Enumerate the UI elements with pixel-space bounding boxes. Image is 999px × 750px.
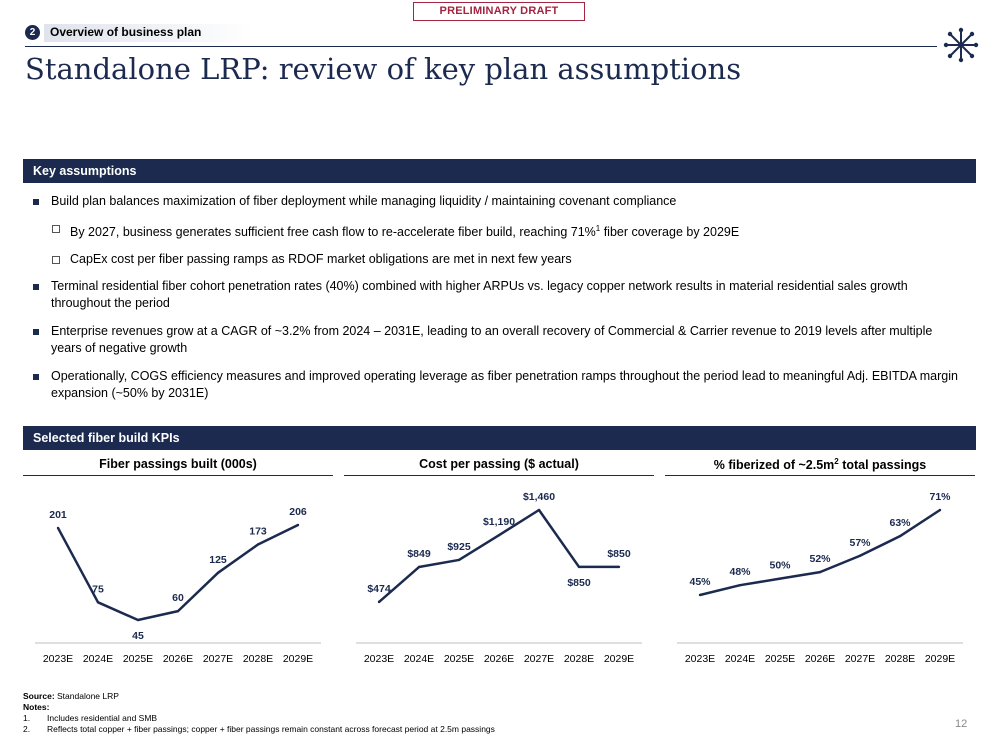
x-tick-label: 2023E (43, 653, 73, 665)
data-label: 45% (689, 576, 711, 588)
chart-1-title-rule (23, 475, 333, 476)
data-point (457, 558, 461, 562)
data-point (537, 508, 541, 512)
x-tick-label: 2025E (765, 653, 795, 665)
data-label: $1,460 (523, 491, 555, 503)
key-assumptions-list: Build plan balances maximization of fibe… (30, 193, 965, 402)
source-note: Source: Standalone LRP (23, 691, 119, 701)
data-label: 60 (172, 592, 184, 604)
data-label: $1,190 (483, 516, 515, 528)
data-label: 201 (49, 509, 67, 521)
data-point (778, 577, 782, 580)
series-line (56, 523, 299, 622)
x-tick-label: 2024E (83, 653, 113, 665)
data-point (938, 508, 942, 512)
chart-3-title-rule (665, 475, 975, 476)
assumption-bullet-4: Operationally, COGS efficiency measures … (30, 368, 965, 402)
x-tick-label: 2025E (123, 653, 153, 665)
percent-fiberized-chart: 45% 2023E 48% 2024E 50% 2025E 52% 2026E 57% 2027E… (677, 491, 963, 665)
assumption-bullet-3: Enterprise revenues grow at a CAGR of ~3… (30, 323, 965, 357)
x-tick-label: 2023E (685, 653, 715, 665)
x-tick-label: 2027E (203, 653, 233, 665)
page-number: 12 (955, 718, 968, 730)
footnote-2: 2. Reflects total copper + fiber passings… (23, 724, 495, 734)
data-point (417, 565, 421, 569)
fiber-passings-chart: 201 2023E 75 2024E 45 2025E 60 2026E 125 2027E 173… (35, 506, 321, 665)
x-tick-label: 2028E (243, 653, 273, 665)
x-tick-label: 2026E (484, 653, 514, 665)
x-tick-label: 2025E (444, 653, 474, 665)
section-title: Overview of business plan (50, 25, 202, 39)
x-tick-label: 2026E (163, 653, 193, 665)
x-tick-label: 2029E (925, 653, 955, 665)
data-point (296, 523, 300, 527)
data-label: 75 (92, 583, 104, 595)
footnote-1: 1. Includes residential and SMB (23, 713, 158, 723)
preliminary-draft-stamp: PRELIMINARY DRAFT (413, 2, 585, 21)
data-point (497, 533, 501, 537)
chart-2-title: Cost per passing ($ actual) (419, 457, 579, 471)
assumption-sub-bullet-1: By 2027, business generates sufficient f… (30, 220, 965, 241)
data-point (738, 583, 742, 587)
x-tick-label: 2024E (404, 653, 434, 665)
data-point (216, 571, 220, 574)
data-label: 63% (889, 517, 911, 529)
kpis-heading: Selected fiber build KPIs (23, 426, 976, 450)
x-tick-label: 2027E (845, 653, 875, 665)
data-label: 52% (809, 553, 831, 565)
x-tick-label: 2028E (564, 653, 594, 665)
data-label: $849 (407, 548, 431, 560)
assumption-bullet-2: Terminal residential fiber cohort penetr… (30, 278, 965, 312)
data-label: 45 (132, 630, 144, 642)
data-point (377, 600, 381, 604)
key-assumptions-heading: Key assumptions (23, 159, 976, 183)
data-label: 71% (929, 491, 951, 503)
data-label: $850 (607, 548, 631, 560)
data-label: 50% (769, 560, 791, 572)
data-point (56, 526, 60, 530)
x-tick-label: 2029E (604, 653, 634, 665)
data-point (176, 609, 180, 613)
cost-per-passing-chart: $474 2023E $849 2024E $925 2025E $1,190 2026E $1… (356, 491, 642, 665)
x-tick-label: 2023E (364, 653, 394, 665)
x-tick-label: 2028E (885, 653, 915, 665)
asterisk-logo-icon (943, 27, 979, 63)
data-point (617, 565, 621, 569)
assumption-bullet-1: Build plan balances maximization of fibe… (30, 193, 965, 210)
page-title: Standalone LRP: review of key plan assum… (25, 52, 742, 86)
data-label: 125 (209, 554, 227, 566)
notes-label: Notes: (23, 702, 50, 712)
data-point (136, 618, 140, 622)
data-label: $850 (567, 577, 591, 589)
data-label: 48% (729, 566, 751, 578)
chart-3-title: % fiberized of ~2.5m2 total passings (713, 457, 927, 473)
section-number-badge: 2 (25, 25, 40, 40)
data-label: 173 (249, 525, 267, 537)
data-point (96, 601, 100, 604)
data-point (577, 565, 581, 569)
data-point (256, 543, 260, 546)
x-tick-label: 2029E (283, 653, 313, 665)
data-label: 57% (849, 537, 871, 549)
chart-2-title-rule (344, 475, 654, 476)
data-point (698, 593, 702, 597)
x-tick-label: 2027E (524, 653, 554, 665)
data-point (818, 570, 822, 574)
data-point (898, 534, 902, 538)
data-label: $925 (447, 541, 471, 553)
chart-1-title: Fiber passings built (000s) (99, 457, 257, 471)
x-tick-label: 2024E (725, 653, 755, 665)
data-point (858, 554, 862, 557)
section-header-shade (44, 24, 254, 42)
data-label: $474 (367, 583, 391, 595)
header-divider (25, 46, 937, 47)
data-label: 206 (289, 506, 307, 518)
assumption-sub-bullet-2: CapEx cost per fiber passing ramps as RD… (30, 251, 965, 268)
x-tick-label: 2026E (805, 653, 835, 665)
